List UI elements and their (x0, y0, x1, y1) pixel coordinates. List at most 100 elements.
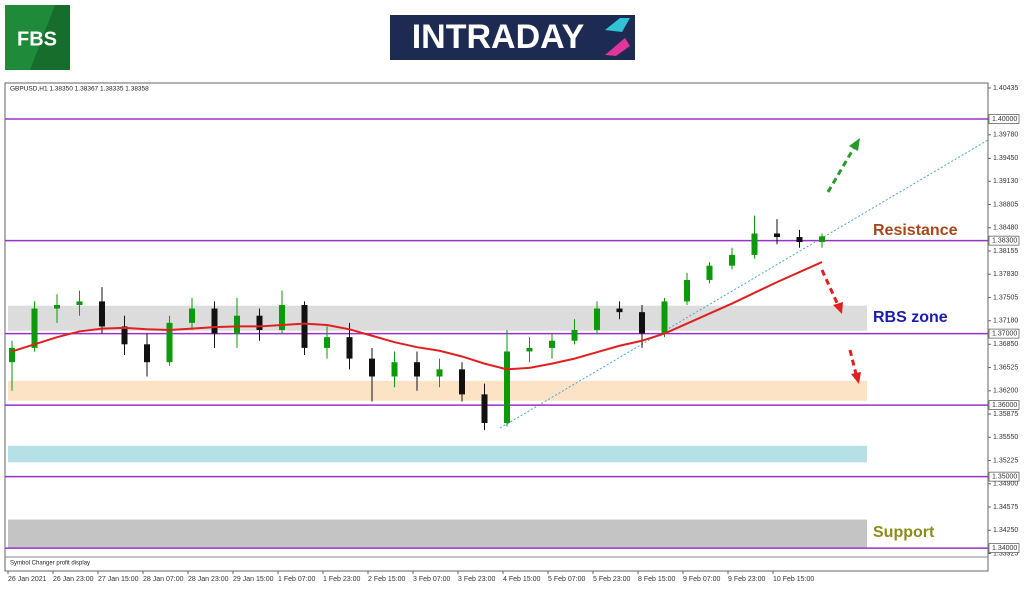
arrow-head (849, 138, 860, 151)
x-tick-label: 26 Jan 2021 (8, 576, 47, 583)
x-tick-label: 28 Jan 07:00 (143, 576, 184, 583)
x-tick-label: 5 Feb 07:00 (548, 576, 585, 583)
level-label: 1.34000 (992, 545, 1017, 552)
y-tick-label: 1.36850 (993, 341, 1018, 348)
y-tick-label: 1.37830 (993, 271, 1018, 278)
candle-body (661, 301, 668, 334)
level-label: 1.35000 (992, 473, 1017, 480)
annotation: RBS zone (873, 309, 948, 326)
plot-frame (4, 82, 989, 572)
candle-body (436, 369, 443, 377)
arrow-up (826, 145, 857, 193)
arrow-down (848, 349, 858, 375)
level-box (988, 328, 1020, 339)
arrow-down (820, 269, 840, 306)
x-tick-label: 1 Feb 07:00 (278, 576, 315, 583)
x-tick-label: 27 Jan 15:00 (98, 576, 139, 583)
moving-average (11, 261, 823, 371)
zone (8, 380, 867, 401)
candle-body (211, 308, 218, 334)
candle-body (121, 326, 128, 345)
annotation: Support (873, 524, 935, 541)
x-tick-label: 28 Jan 23:00 (188, 576, 229, 583)
candle-body (414, 362, 420, 377)
y-tick-label: 1.40435 (993, 85, 1018, 92)
footer: Symbol Changer profit display (10, 561, 90, 567)
annotation: Resistance (873, 222, 958, 239)
y-tick-label: 1.38805 (993, 201, 1018, 208)
y-tick-label: 1.38480 (993, 225, 1018, 232)
candle-body (751, 233, 758, 255)
brand-text: INTRADAY (412, 18, 585, 56)
candle-body (706, 265, 713, 280)
brand-arrow (605, 18, 630, 32)
level-box (988, 543, 1020, 553)
level-label: 1.37000 (992, 330, 1017, 337)
level-box (988, 235, 1020, 246)
x-tick-label: 4 Feb 15:00 (503, 576, 540, 583)
candle-body (549, 340, 555, 348)
candle-body (324, 337, 330, 348)
candle-body (729, 254, 735, 266)
y-tick-label: 1.36200 (993, 388, 1018, 395)
y-tick-label: 1.34575 (993, 504, 1018, 511)
arrow-head (833, 302, 843, 314)
y-tick-label: 1.35875 (993, 411, 1018, 418)
y-tick-label: 1.33925 (993, 550, 1018, 557)
x-tick-label: 9 Feb 23:00 (728, 576, 765, 583)
y-tick-label: 1.36525 (993, 364, 1018, 371)
y-tick-label: 1.34900 (993, 481, 1018, 488)
y-tick-label: 1.37180 (993, 318, 1018, 325)
candle-body (279, 304, 285, 331)
candle-body (391, 362, 398, 377)
candle-body (301, 304, 308, 348)
level-box (988, 114, 1020, 124)
y-tick-label: 1.39130 (993, 178, 1018, 185)
brand-box (390, 15, 635, 60)
candle-body (31, 308, 38, 348)
x-tick-label: 29 Jan 15:00 (233, 576, 274, 583)
candle-body (9, 347, 15, 363)
level-box (988, 400, 1020, 410)
x-tick-label: 1 Feb 23:00 (323, 576, 360, 583)
x-tick-label: 3 Feb 23:00 (458, 576, 495, 583)
candle-body (504, 351, 510, 423)
candle-body (99, 301, 105, 327)
candle-body (459, 369, 465, 395)
logo-text: FBS (17, 28, 57, 50)
brand-arrow (605, 38, 630, 56)
level-label: 1.40000 (992, 116, 1017, 123)
logo-shade (30, 5, 70, 70)
candle-body (684, 279, 690, 302)
x-tick-label: 5 Feb 23:00 (593, 576, 630, 583)
candle-body (796, 237, 803, 243)
y-tick-label: 1.34250 (993, 527, 1018, 534)
candle-body (234, 315, 240, 334)
zone (8, 305, 867, 331)
zone (8, 445, 867, 463)
candle-body (774, 233, 780, 238)
x-tick-label: 3 Feb 07:00 (413, 576, 450, 583)
candle-body (54, 304, 60, 309)
candle-body (616, 308, 623, 313)
candle-body (189, 308, 195, 323)
y-tick-label: 1.39450 (993, 155, 1018, 162)
candle-body (76, 301, 83, 305)
level-label: 1.38300 (992, 237, 1017, 244)
y-tick-label: 1.38155 (993, 248, 1018, 255)
candle-body (166, 322, 173, 363)
zone (8, 519, 867, 548)
candle-body (526, 347, 533, 352)
chart-title: GBPUSD,H1 1.38350 1.38367 1.38335 1.3835… (10, 86, 149, 93)
arrow-head (851, 372, 861, 384)
level-label: 1.36000 (992, 402, 1017, 409)
candle-body (571, 330, 578, 341)
candle-body (144, 344, 150, 363)
x-tick-label: 8 Feb 15:00 (638, 576, 675, 583)
candle-body (819, 236, 825, 243)
candle-body (594, 308, 600, 331)
y-tick-label: 1.37505 (993, 294, 1018, 301)
candle-body (639, 312, 645, 334)
